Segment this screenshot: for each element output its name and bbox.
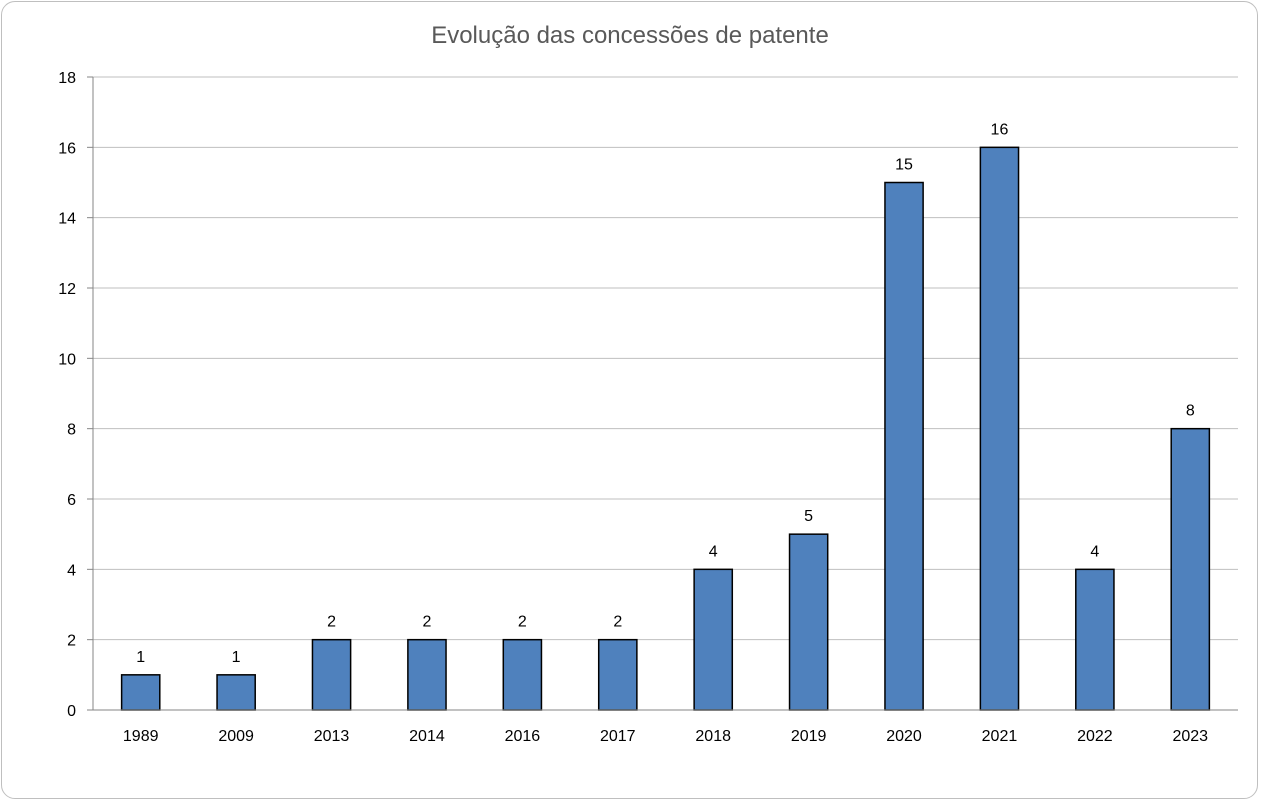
bar-2009 bbox=[216, 674, 256, 711]
y-tick-label: 8 bbox=[67, 422, 76, 439]
bar-2014 bbox=[407, 638, 447, 711]
data-label-2021: 16 bbox=[991, 121, 1009, 138]
data-label-2019: 5 bbox=[804, 508, 813, 525]
bar-2017 bbox=[597, 638, 638, 711]
x-tick-label-2017: 2017 bbox=[600, 728, 636, 745]
x-tick-label-2014: 2014 bbox=[409, 728, 445, 745]
data-label-2020: 15 bbox=[895, 157, 913, 174]
y-tick-label: 18 bbox=[58, 70, 76, 87]
x-axis-tick-labels: 1989 2009 2013 2014 2016 2017 2018 2019 2020 2021… bbox=[123, 728, 1208, 745]
data-labels: 1 1 2 2 2 2 4 5 15 16 4 8 bbox=[136, 121, 1195, 666]
bar-2020 bbox=[884, 181, 924, 711]
y-tick-label: 14 bbox=[58, 211, 76, 228]
x-tick-label-2009: 2009 bbox=[218, 728, 254, 745]
data-label-2022: 4 bbox=[1090, 543, 1099, 560]
chart-title: Evolução das concessões de patente bbox=[431, 22, 829, 49]
bar-2016 bbox=[502, 638, 543, 711]
bar-1989 bbox=[120, 674, 161, 711]
x-tick-label-2021: 2021 bbox=[982, 728, 1018, 745]
x-tick-label-2020: 2020 bbox=[886, 728, 922, 745]
data-label-1989: 1 bbox=[136, 649, 145, 666]
data-label-2013: 2 bbox=[327, 614, 336, 631]
x-tick-label-2023: 2023 bbox=[1172, 728, 1208, 745]
bar-2019 bbox=[788, 533, 829, 711]
y-tick-label: 2 bbox=[67, 633, 76, 650]
x-tick-label-2019: 2019 bbox=[791, 728, 827, 745]
data-label-2018: 4 bbox=[709, 543, 718, 560]
x-tick-label-1989: 1989 bbox=[123, 728, 159, 745]
y-tick-label: 10 bbox=[58, 351, 76, 368]
bars bbox=[120, 146, 1211, 711]
x-tick-label-2013: 2013 bbox=[314, 728, 350, 745]
bar-2018 bbox=[693, 568, 734, 711]
y-tick-label: 12 bbox=[58, 281, 76, 298]
bar-2021 bbox=[979, 146, 1020, 711]
bar-2013 bbox=[311, 638, 352, 711]
bar-2023 bbox=[1170, 427, 1211, 711]
y-tick-label: 16 bbox=[58, 140, 76, 157]
bar-2022 bbox=[1075, 568, 1115, 711]
x-tick-label-2016: 2016 bbox=[505, 728, 541, 745]
axes bbox=[92, 77, 1238, 711]
data-label-2014: 2 bbox=[423, 614, 432, 631]
gridlines bbox=[87, 76, 1238, 711]
data-label-2023: 8 bbox=[1186, 403, 1195, 420]
data-label-2016: 2 bbox=[518, 614, 527, 631]
x-tick-label-2018: 2018 bbox=[695, 728, 731, 745]
data-label-2017: 2 bbox=[613, 614, 622, 631]
y-tick-label: 0 bbox=[67, 703, 76, 720]
y-axis-tick-labels: 0 2 4 6 8 10 12 14 16 18 bbox=[58, 70, 76, 720]
y-tick-label: 4 bbox=[67, 562, 76, 579]
x-tick-label-2022: 2022 bbox=[1077, 728, 1113, 745]
y-tick-label: 6 bbox=[67, 492, 76, 509]
data-label-2009: 1 bbox=[232, 649, 241, 666]
